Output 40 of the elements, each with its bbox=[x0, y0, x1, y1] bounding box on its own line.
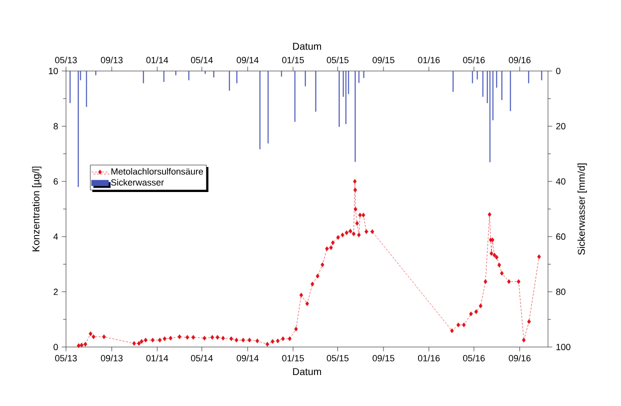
x2-tick-label: 01/15 bbox=[282, 354, 304, 362]
x-tick-label: 09/13 bbox=[100, 56, 123, 64]
y2-tick-label: 20 bbox=[556, 123, 566, 130]
legend-label: Sickerwasser bbox=[111, 179, 164, 186]
x2-tick-label: 05/15 bbox=[326, 354, 349, 362]
y2-tick-label: 0 bbox=[556, 68, 560, 74]
x-tick-label: 01/14 bbox=[146, 56, 168, 64]
y-tick-label: 10 bbox=[48, 68, 58, 74]
x2-tick-label: 09/15 bbox=[372, 354, 394, 362]
x-tick-label: 05/13 bbox=[55, 56, 77, 64]
y2-tick-label: 80 bbox=[556, 288, 566, 295]
x-tick-label: 09/14 bbox=[236, 56, 259, 64]
x2-tick-label: 01/16 bbox=[418, 354, 440, 362]
y2-tick-label: 100 bbox=[556, 344, 570, 350]
y-tick-label: 4 bbox=[53, 234, 58, 240]
x2-tick-label: 09/14 bbox=[236, 354, 259, 362]
x-axis-title: Datum bbox=[293, 368, 322, 376]
x-tick-label: 01/16 bbox=[418, 56, 440, 64]
x2-tick-label: 09/13 bbox=[100, 354, 123, 362]
y-axis-title: Konzentration [µg/l] bbox=[32, 166, 42, 252]
y2-axis-title: Sickerwasser [mm/d] bbox=[578, 164, 587, 255]
x-tick-label: 09/15 bbox=[372, 56, 394, 64]
y-tick-label: 6 bbox=[54, 178, 58, 185]
x2-tick-label: 05/14 bbox=[190, 354, 213, 362]
legend-label: Metolachlorsulfonsäure bbox=[111, 168, 203, 175]
x2-tick-label: 05/16 bbox=[463, 354, 485, 362]
y2-tick-label: 40 bbox=[556, 178, 566, 185]
x2-tick-label: 01/14 bbox=[146, 354, 168, 362]
x2-tick-label: 05/13 bbox=[55, 354, 77, 362]
y-tick-label: 2 bbox=[54, 288, 58, 295]
x2-tick-label: 09/16 bbox=[508, 354, 531, 362]
x2-axis-title: Datum bbox=[293, 42, 322, 50]
x-tick-label: 01/15 bbox=[282, 56, 304, 64]
x-tick-label: 09/16 bbox=[508, 56, 531, 64]
y2-tick-label: 60 bbox=[556, 233, 566, 240]
x-tick-label: 05/14 bbox=[190, 56, 213, 64]
x-tick-label: 05/16 bbox=[463, 56, 485, 64]
y-tick-label: 0 bbox=[54, 344, 58, 350]
x-tick-label: 05/15 bbox=[326, 56, 349, 64]
y-tick-label: 8 bbox=[54, 123, 58, 130]
